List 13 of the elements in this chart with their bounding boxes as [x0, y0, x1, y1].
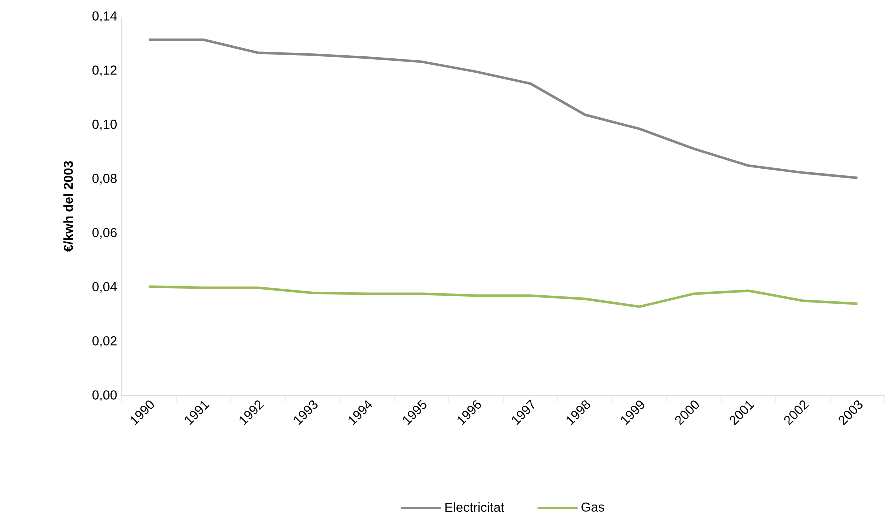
- line-series: [148, 286, 860, 308]
- line-series: [148, 38, 860, 180]
- y-tick-label: 0,02: [92, 336, 117, 348]
- y-tick-label: 0,12: [92, 66, 117, 77]
- y-tick-label: 0,08: [92, 174, 117, 185]
- legend-label: Electricitat: [446, 502, 504, 512]
- legend-label: Gas: [582, 502, 604, 512]
- y-tick-label: 0,06: [92, 228, 117, 239]
- y-tick-label: 0,10: [92, 120, 117, 131]
- y-tick-label: 0,14: [92, 12, 118, 22]
- y-tick-label: 0,04: [92, 282, 118, 294]
- y-axis-title: €/kwh del 2003: [64, 161, 74, 252]
- y-tick-label: 0,00: [92, 390, 117, 402]
